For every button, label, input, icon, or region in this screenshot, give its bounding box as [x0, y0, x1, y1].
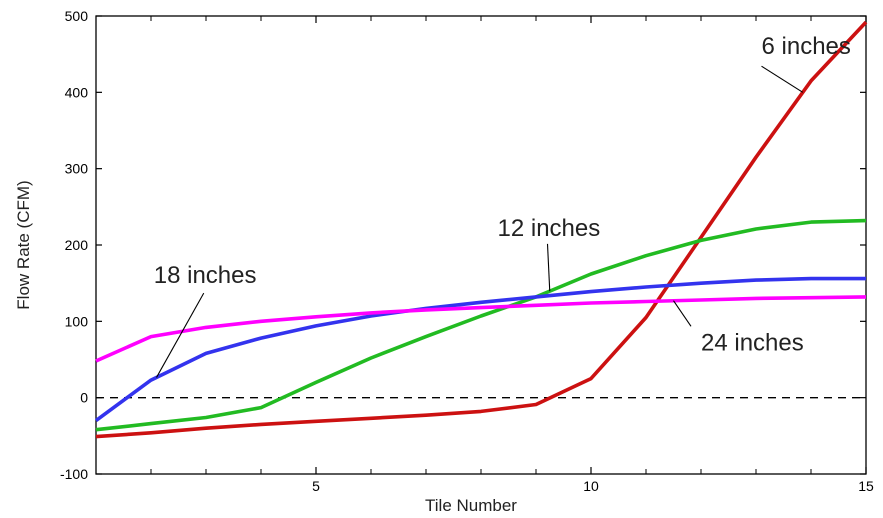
series-line-6-inches [95, 20, 868, 439]
annotation-12-inches: 12 inches [498, 215, 601, 242]
series-line-18-inches [94, 276, 866, 423]
annotation-18-inches: 18 inches [154, 262, 257, 289]
annotation-leader-18-inches [156, 292, 205, 378]
annotation-leader-24-inches [673, 300, 692, 327]
y-tick-label: 300 [65, 161, 89, 177]
series-line-24-inches [95, 295, 867, 363]
y-axis-title: Flow Rate (CFM) [14, 180, 33, 309]
annotation-leader-12-inches [546, 243, 551, 292]
x-axis-title: Tile Number [425, 496, 517, 515]
y-tick-label: 500 [65, 8, 89, 24]
annotation-24-inches: 24 inches [701, 329, 804, 356]
x-tick-label: 10 [583, 478, 599, 494]
y-tick-label: 400 [65, 84, 89, 100]
annotation-6-inches: 6 inches [762, 33, 851, 60]
y-tick-label: 0 [80, 390, 88, 406]
x-tick-label: 15 [858, 478, 874, 494]
x-tick-label: 5 [312, 478, 320, 494]
y-tick-label: -100 [60, 466, 88, 482]
series-line-12-inches [95, 218, 867, 432]
y-tick-label: 100 [65, 313, 89, 329]
annotation-leader-6-inches [761, 65, 804, 93]
plot-frame [95, 15, 867, 475]
y-tick-label: 200 [65, 237, 89, 253]
